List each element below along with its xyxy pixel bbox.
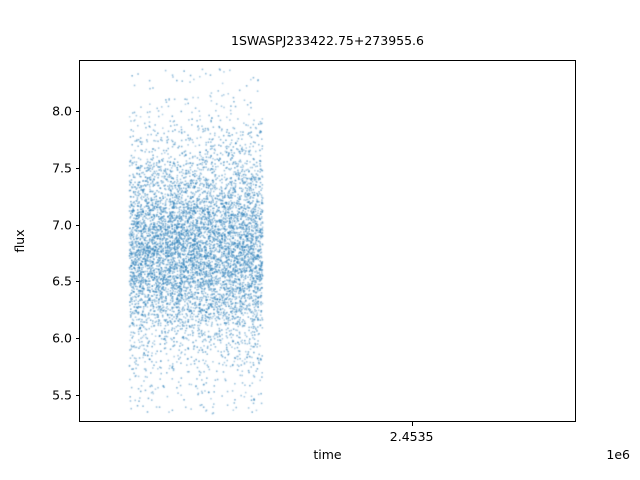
y-tick-label: 6.5: [52, 273, 72, 289]
x-tick-label: 2.4535: [389, 429, 434, 444]
scatter-points-layer: [80, 61, 575, 421]
y-tick-label: 8.0: [52, 103, 72, 119]
y-tick-label: 7.0: [52, 217, 72, 233]
y-axis-label: flux: [12, 229, 27, 253]
y-tick-mark: [75, 110, 79, 112]
y-tick-mark: [75, 394, 79, 396]
x-axis-offset-label: 1e6: [606, 447, 630, 462]
chart-title: 1SWASPJ233422.75+273955.6: [231, 33, 424, 48]
y-tick-label: 5.5: [52, 387, 72, 403]
y-tick-mark: [75, 281, 79, 283]
x-axis-label: time: [313, 447, 342, 462]
y-tick-mark: [75, 224, 79, 226]
y-tick-label: 6.0: [52, 330, 72, 346]
y-tick-mark: [75, 338, 79, 340]
y-tick-mark: [75, 167, 79, 169]
y-tick-label: 7.5: [52, 160, 72, 176]
plot-area: [79, 60, 576, 422]
x-tick-mark: [411, 422, 413, 426]
